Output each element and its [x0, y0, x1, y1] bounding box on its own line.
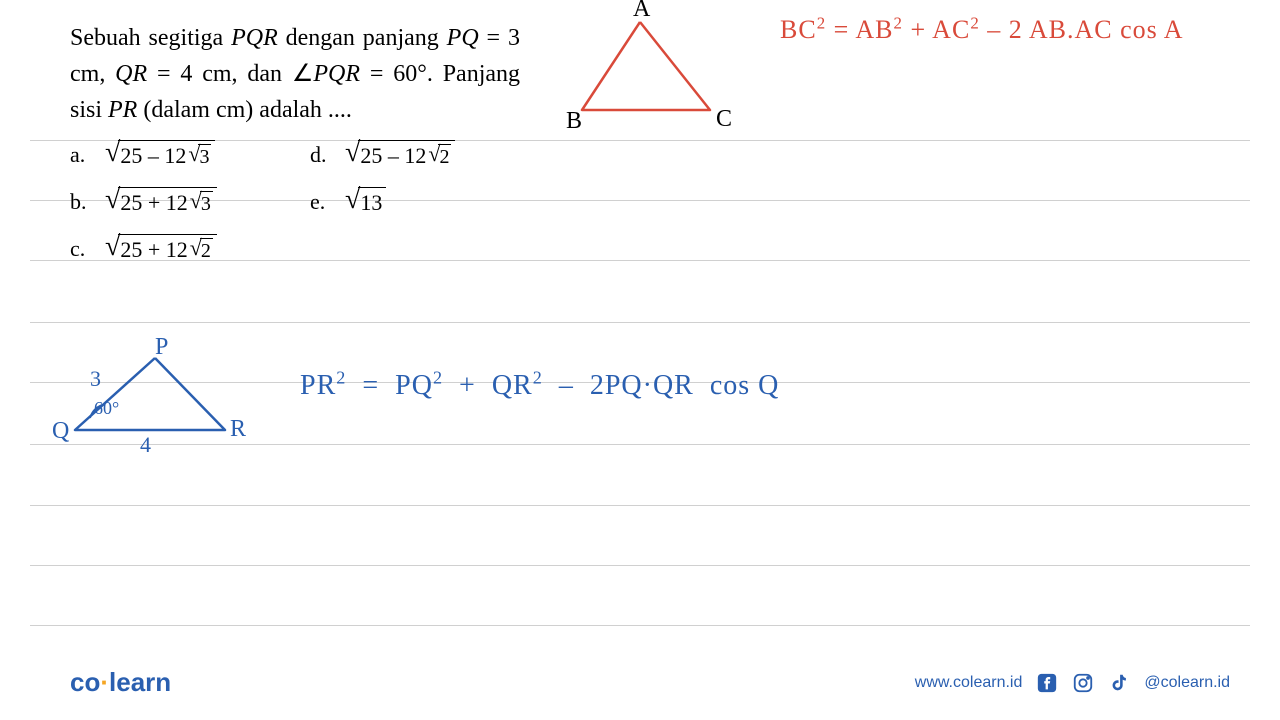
tiktok-icon: [1108, 672, 1130, 694]
triangle-abc: A B C: [570, 10, 730, 135]
opt-e-expr: √ 13: [345, 187, 386, 216]
vertex-b: B: [566, 108, 582, 135]
instagram-icon: [1072, 672, 1094, 694]
opt-b-expr: √ 25 + 12√3: [105, 187, 217, 216]
opt-d-expr: √ 25 – 12√2: [345, 140, 455, 169]
option-d: d. √ 25 – 12√2: [310, 140, 455, 169]
q-var1: PQR: [231, 25, 278, 51]
side-pq-label: 3: [90, 366, 101, 392]
facebook-icon: [1036, 672, 1058, 694]
footer: co·learn www.colearn.id @colearn.id: [70, 667, 1230, 698]
opt-c-label: c.: [70, 236, 105, 262]
q-var2: PQ: [447, 25, 479, 51]
logo-co: co: [70, 667, 100, 697]
option-a: a. √ 25 – 12√3: [70, 140, 217, 169]
triangle-pqr: P Q R 3 4 60°: [60, 350, 250, 455]
triangle-abc-svg: [570, 10, 730, 130]
logo: co·learn: [70, 667, 171, 698]
vertex-a: A: [633, 0, 650, 23]
opt-e-label: e.: [310, 189, 345, 215]
formula-cosine-rule-pqr: PR2 = PQ2 + QR2 – 2PQ·QR cos Q: [300, 370, 779, 402]
opt-b-label: b.: [70, 189, 105, 215]
footer-url: www.colearn.id: [915, 674, 1023, 692]
options-col2: d. √ 25 – 12√2 e. √ 13: [310, 140, 455, 234]
vertex-c: C: [716, 106, 732, 133]
footer-right: www.colearn.id @colearn.id: [915, 672, 1230, 694]
logo-learn: learn: [109, 667, 171, 697]
triangle-pqr-svg: [60, 350, 250, 450]
q-eq2: = 4 cm, dan ∠: [147, 61, 313, 87]
option-c: c. √ 25 + 12√2: [70, 234, 217, 263]
opt-a-expr: √ 25 – 12√3: [105, 140, 215, 169]
vertex-p: P: [155, 334, 168, 361]
q-var3: QR: [115, 61, 147, 87]
vertex-q: Q: [52, 418, 69, 445]
logo-dot: ·: [100, 667, 109, 697]
vertex-r: R: [230, 416, 246, 443]
footer-handle: @colearn.id: [1144, 674, 1230, 692]
opt-d-label: d.: [310, 142, 345, 168]
q-pre: Sebuah segitiga: [70, 25, 231, 51]
option-e: e. √ 13: [310, 187, 455, 216]
question-text: Sebuah segitiga PQR dengan panjang PQ = …: [70, 20, 520, 128]
q-var4: PQR: [313, 61, 360, 87]
side-qr-label: 4: [140, 432, 151, 458]
q-var5: PR: [108, 97, 137, 123]
option-b: b. √ 25 + 12√3: [70, 187, 217, 216]
options-col1: a. √ 25 – 12√3 b. √ 25 + 12√3 c. √ 25 + …: [70, 140, 217, 281]
formula-cosine-rule-abc: BC2 = AB2 + AC2 – 2 AB.AC cos A: [780, 15, 1184, 45]
angle-q-label: 60°: [94, 398, 119, 419]
opt-a-label: a.: [70, 142, 105, 168]
opt-c-expr: √ 25 + 12√2: [105, 234, 217, 263]
q-mid1: dengan panjang: [278, 25, 447, 51]
q-end: (dalam cm) adalah ....: [137, 97, 352, 123]
